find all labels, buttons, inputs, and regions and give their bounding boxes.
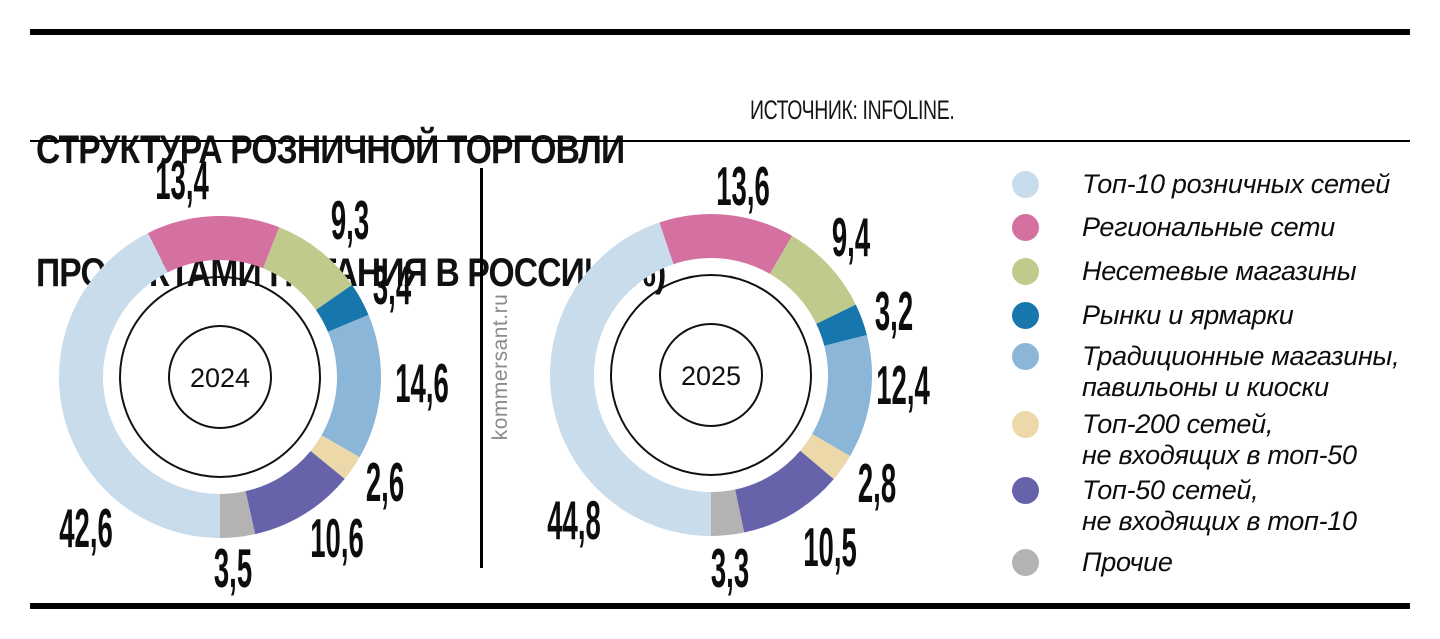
legend-swatch-icon: [1012, 343, 1039, 370]
legend-item-6: Топ-50 сетей, не входящих в топ-10: [1012, 475, 1357, 537]
donut-slice-2024-5: [310, 435, 360, 479]
legend-item-label: Традиционные магазины, павильоны и киоски: [1082, 341, 1400, 403]
page-title-line1: СТРУКТУРА РОЗНИЧНОЙ ТОРГОВЛИ: [36, 128, 625, 172]
bottom-rule: [30, 603, 1410, 609]
legend-item-label: Топ-10 розничных сетей: [1082, 169, 1390, 200]
slice-value-label-2025-4: 12,4: [876, 354, 930, 416]
legend-swatch-icon: [1012, 258, 1039, 285]
legend-item-label: Топ-50 сетей, не входящих в топ-10: [1082, 475, 1357, 537]
slice-value-label-2025-2: 9,4: [831, 206, 871, 268]
legend-swatch-icon: [1012, 302, 1039, 329]
legend-item-4: Традиционные магазины, павильоны и киоски: [1012, 341, 1400, 403]
donut-year-label-2025: 2025: [681, 361, 741, 391]
slice-value-label-2024-4: 14,6: [395, 352, 449, 414]
donut-slice-2024-1: [147, 216, 280, 273]
slice-value-label-2024-1: 13,4: [155, 149, 209, 211]
legend-label-line: Несетевые магазины: [1082, 256, 1357, 286]
legend-item-0: Топ-10 розничных сетей: [1012, 169, 1390, 200]
legend-swatch-icon: [1012, 477, 1039, 504]
legend-label-line: павильоны и киоски: [1082, 372, 1329, 402]
donut-slice-2025-5: [800, 433, 851, 480]
slice-value-label-2024-2: 9,3: [330, 189, 370, 251]
legend-item-label: Прочие: [1082, 547, 1173, 578]
inner-circle-2-2025: [659, 323, 763, 427]
legend-label-line: Топ-200 сетей,: [1082, 409, 1274, 439]
donut-year-label-2024: 2024: [190, 363, 250, 393]
donut-slice-2025-4: [812, 334, 872, 457]
legend-label-line: Топ-50 сетей,: [1082, 475, 1259, 505]
donut-chart-2025: 2025: [550, 214, 872, 536]
legend-label-line: Топ-10 розничных сетей: [1082, 169, 1390, 199]
donut-slice-2025-3: [816, 304, 867, 346]
legend-swatch-icon: [1012, 171, 1039, 198]
donut-chart-2024: 2024: [58, 216, 382, 538]
legend-item-label: Топ-200 сетей, не входящих в топ-50: [1082, 409, 1357, 471]
slice-value-label-2025-7: 3,3: [710, 537, 750, 599]
legend-item-label: Несетевые магазины: [1082, 256, 1357, 287]
top-rule: [30, 29, 1410, 35]
legend-item-1: Региональные сети: [1012, 212, 1335, 243]
donut-slice-2024-0: [58, 233, 220, 538]
legend-item-5: Топ-200 сетей, не входящих в топ-50: [1012, 409, 1357, 471]
slice-value-label-2024-3: 3,4: [372, 254, 412, 316]
legend-item-label: Региональные сети: [1082, 212, 1335, 243]
slice-value-label-2024-6: 10,6: [310, 507, 364, 569]
legend-label-line: Традиционные магазины,: [1082, 341, 1400, 371]
slice-value-label-2024-0: 42,6: [59, 497, 113, 559]
slice-value-label-2024-5: 2,6: [365, 451, 405, 513]
header-rule: [30, 140, 1410, 142]
legend-item-7: Прочие: [1012, 547, 1173, 578]
legend-label-line: не входящих в топ-50: [1082, 440, 1357, 470]
inner-circle-2-2024: [168, 325, 272, 429]
donut-slice-2025-1: [659, 214, 793, 274]
slice-value-label-2025-5: 2,8: [857, 452, 897, 514]
donut-slice-2025-7: [711, 489, 745, 536]
slice-value-label-2024-7: 3,5: [213, 537, 253, 599]
slice-value-label-2025-0: 44,8: [547, 489, 601, 551]
legend-swatch-icon: [1012, 214, 1039, 241]
inner-circle-1-2024: [119, 276, 321, 478]
legend-item-2: Несетевые магазины: [1012, 256, 1357, 287]
donut-slice-2024-4: [321, 314, 382, 458]
donut-slice-2024-2: [263, 227, 353, 311]
legend-item-3: Рынки и ярмарки: [1012, 300, 1294, 331]
slice-value-label-2025-3: 3,2: [874, 280, 914, 342]
legend-label-line: Рынки и ярмарки: [1082, 300, 1294, 330]
slice-value-label-2025-6: 10,5: [803, 516, 857, 578]
legend-label-line: Прочие: [1082, 547, 1173, 577]
inner-circle-1-2025: [610, 274, 812, 476]
legend-label-line: Региональные сети: [1082, 212, 1335, 242]
donut-slice-2025-6: [735, 450, 834, 533]
donut-slice-2025-0: [550, 222, 711, 536]
donut-slice-2024-6: [245, 451, 345, 535]
watermark-kommersant: kommersant.ru: [489, 293, 512, 441]
legend-swatch-icon: [1012, 549, 1039, 576]
donut-slice-2024-3: [315, 284, 369, 332]
chart-divider: [480, 168, 483, 568]
source-label: ИСТОЧНИК: INFOLINE.: [750, 95, 955, 125]
donut-slice-2024-7: [220, 491, 256, 538]
slice-value-label-2025-1: 13,6: [716, 155, 770, 217]
legend-swatch-icon: [1012, 411, 1039, 438]
donut-slice-2025-2: [769, 235, 856, 324]
legend-item-label: Рынки и ярмарки: [1082, 300, 1294, 331]
legend-label-line: не входящих в топ-10: [1082, 506, 1357, 536]
